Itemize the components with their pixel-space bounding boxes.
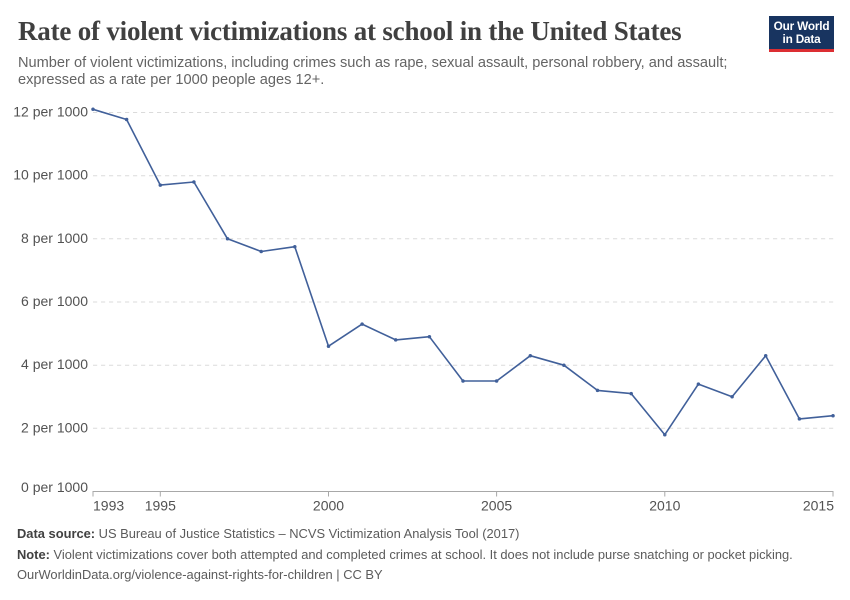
svg-text:2015: 2015 xyxy=(803,498,834,514)
svg-text:10 per 1000: 10 per 1000 xyxy=(13,167,88,183)
svg-text:4 per 1000: 4 per 1000 xyxy=(21,356,88,372)
svg-text:2005: 2005 xyxy=(481,498,512,514)
svg-text:2000: 2000 xyxy=(313,498,344,514)
svg-text:0 per 1000: 0 per 1000 xyxy=(21,479,88,495)
svg-text:1993: 1993 xyxy=(93,498,124,514)
svg-text:12 per 1000: 12 per 1000 xyxy=(13,104,88,120)
svg-text:8 per 1000: 8 per 1000 xyxy=(21,230,88,246)
svg-text:2010: 2010 xyxy=(649,498,680,514)
svg-text:2 per 1000: 2 per 1000 xyxy=(21,419,88,435)
svg-text:1995: 1995 xyxy=(145,498,176,514)
svg-text:6 per 1000: 6 per 1000 xyxy=(21,293,88,309)
